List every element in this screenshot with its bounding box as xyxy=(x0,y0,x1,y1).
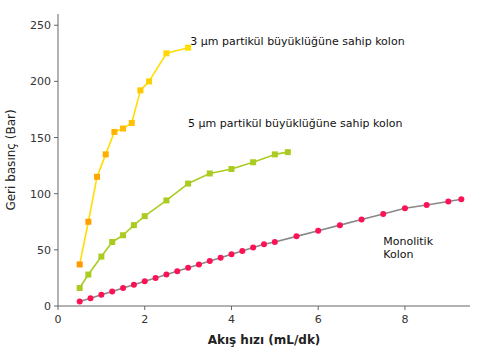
series-marker xyxy=(294,233,300,239)
series-marker xyxy=(120,126,126,132)
series-marker xyxy=(109,288,115,294)
series-marker xyxy=(98,254,104,260)
series-marker xyxy=(196,261,202,267)
series-line xyxy=(80,48,188,265)
series-marker xyxy=(88,295,94,301)
series-marker xyxy=(129,120,135,126)
x-tick-label: 2 xyxy=(141,313,148,326)
x-tick-label: 8 xyxy=(401,313,408,326)
x-tick xyxy=(58,306,59,310)
series-marker xyxy=(163,50,169,56)
series-marker xyxy=(228,166,234,172)
x-tick xyxy=(318,306,319,310)
series-marker xyxy=(103,151,109,157)
series-marker xyxy=(163,272,169,278)
x-axis-label: Akış hızı (mL/dk) xyxy=(208,333,321,347)
series-marker xyxy=(153,275,159,281)
x-axis-line xyxy=(58,306,470,307)
series-marker xyxy=(207,258,213,264)
y-axis-line xyxy=(58,14,59,306)
series-marker xyxy=(131,222,137,228)
annotation-line: Monolitik xyxy=(383,235,433,248)
annotation: 5 μm partikül büyüklüğüne sahip kolon xyxy=(188,117,402,130)
series-marker xyxy=(163,197,169,203)
x-tick xyxy=(231,306,232,310)
annotation-line: 3 μm partikül büyüklüğüne sahip kolon xyxy=(190,35,404,48)
series-marker xyxy=(109,239,115,245)
series-marker xyxy=(94,174,100,180)
series-marker xyxy=(272,151,278,157)
y-tick xyxy=(54,137,58,138)
y-tick xyxy=(54,81,58,82)
series-marker xyxy=(85,219,91,225)
series-line xyxy=(80,152,288,288)
y-tick-label: 200 xyxy=(30,75,51,88)
series-marker xyxy=(315,228,321,234)
x-tick-label: 4 xyxy=(228,313,235,326)
series-marker xyxy=(402,205,408,211)
series-marker xyxy=(174,268,180,274)
series-marker xyxy=(131,282,137,288)
series-marker xyxy=(380,211,386,217)
annotation: 3 μm partikül büyüklüğüne sahip kolon xyxy=(190,35,404,48)
x-tick xyxy=(404,306,405,310)
series-marker xyxy=(146,78,152,84)
series-marker xyxy=(250,245,256,251)
series-marker xyxy=(185,265,191,271)
y-tick-label: 0 xyxy=(44,300,51,313)
series-marker xyxy=(120,232,126,238)
y-tick-label: 50 xyxy=(37,244,51,257)
series-marker xyxy=(85,272,91,278)
x-tick-label: 6 xyxy=(315,313,322,326)
series-marker xyxy=(111,129,117,135)
series-marker xyxy=(239,248,245,254)
series-marker xyxy=(137,87,143,93)
series-marker xyxy=(337,222,343,228)
x-tick-label: 0 xyxy=(55,313,62,326)
series-marker xyxy=(272,239,278,245)
y-tick-label: 150 xyxy=(30,132,51,145)
series-marker xyxy=(207,170,213,176)
chart: 0 2 4 6 8 0 50 100 150 200 250 Akış hızı (mL/dk) Ger… xyxy=(0,0,484,354)
series-marker xyxy=(228,251,234,257)
series-marker xyxy=(185,181,191,187)
series-marker xyxy=(445,199,451,205)
series-marker xyxy=(77,285,83,291)
series-marker xyxy=(285,149,291,155)
annotation-line: 5 μm partikül büyüklüğüne sahip kolon xyxy=(188,117,402,130)
annotation: MonolitikKolon xyxy=(383,235,433,261)
series-line xyxy=(80,199,462,301)
series-marker xyxy=(142,278,148,284)
y-tick-label: 100 xyxy=(30,188,51,201)
y-tick xyxy=(54,193,58,194)
series-marker xyxy=(458,196,464,202)
series-marker xyxy=(359,217,365,223)
plot-area xyxy=(77,45,465,305)
series-marker xyxy=(218,255,224,261)
series-marker xyxy=(261,241,267,247)
x-tick xyxy=(144,306,145,310)
series-marker xyxy=(250,159,256,165)
series-marker xyxy=(77,261,83,267)
series-marker xyxy=(77,299,83,305)
y-tick-label: 250 xyxy=(30,19,51,32)
y-axis-label: Geri basınç (Bar) xyxy=(4,109,18,210)
y-tick xyxy=(54,249,58,250)
annotation-line: Kolon xyxy=(383,248,413,261)
y-tick xyxy=(54,25,58,26)
series-marker xyxy=(142,213,148,219)
y-tick xyxy=(54,306,58,307)
series-marker xyxy=(98,292,104,298)
series-marker xyxy=(120,285,126,291)
series-marker xyxy=(424,202,430,208)
